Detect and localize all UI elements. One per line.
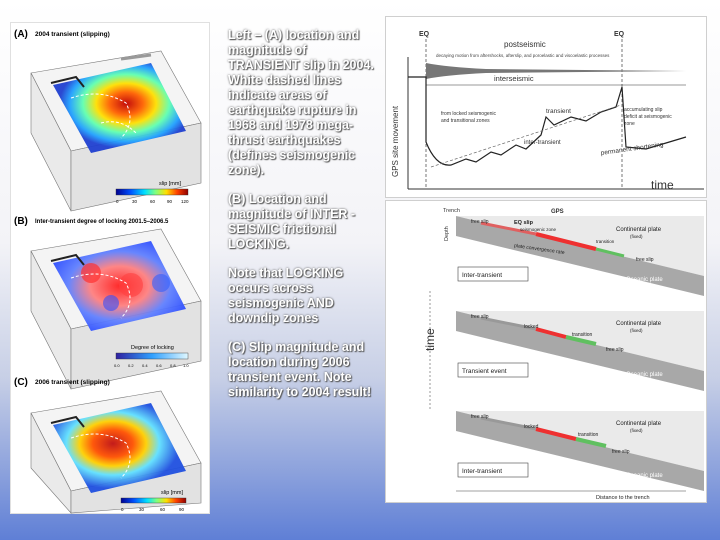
- panel-b-tick-3: 0.6: [156, 363, 162, 368]
- panel-c: (C) 2006 transient (slipping) slip [mm] …: [14, 377, 202, 514]
- row1-seismogenic: seismogenic zone: [520, 227, 557, 232]
- postseismic-label: postseismic: [504, 40, 546, 49]
- row2-free-slip-right: free slip: [606, 347, 624, 353]
- panel-a-tick-2: 60: [150, 199, 156, 204]
- row2-free-slip-left: free slip: [471, 314, 489, 320]
- row2-fixed: (fixed): [630, 328, 643, 333]
- row1-label: Inter-transient: [462, 272, 502, 279]
- panel-b: (B) Inter-transient degree of locking 20…: [14, 216, 202, 390]
- caption-paragraph-c: (C) Slip magnitude and location during 2…: [228, 340, 372, 399]
- row1-free-slip-left: free slip: [471, 219, 489, 225]
- subduction-schematic: Trench GPS Depth time free slip EQ slip …: [385, 200, 707, 503]
- caption-paragraph-a: Left – (A) location and magnitude of TRA…: [228, 28, 374, 177]
- row3-locked: locked: [524, 424, 539, 430]
- interseismic-label: interseismic: [494, 74, 534, 83]
- panel-a-tick-1: 30: [132, 199, 138, 204]
- caption-paragraph-b: (B) Location and magnitude of INTER -SEI…: [228, 192, 356, 251]
- locked-note-line1: from locked seismogenic: [441, 111, 497, 117]
- panel-a-tick-3: 90: [167, 199, 173, 204]
- caption-text: Left – (A) location and magnitude of TRA…: [228, 28, 378, 414]
- panel-b-title: Inter-transient degree of locking 2001.5…: [35, 219, 169, 225]
- panel-b-colorbar-label: Degree of locking: [131, 345, 174, 351]
- gps-timeline-svg: EQ EQ postseismic decaying motion from a…: [391, 31, 704, 192]
- row1-oceanic: Oceanic plate: [626, 277, 663, 283]
- subduction-schematic-svg: Trench GPS Depth time free slip EQ slip …: [423, 208, 704, 501]
- schematic-row-3: free slip locked transition free slip Co…: [456, 411, 704, 491]
- row2-transition: transition: [572, 332, 593, 338]
- row1-fixed: (fixed): [630, 234, 643, 239]
- inter-transient-label: inter-transient: [524, 140, 561, 146]
- row2-continental: Continental plate: [616, 321, 662, 327]
- distance-label: Distance to the trench: [596, 495, 650, 501]
- row1-free-slip-right: free slip: [636, 257, 654, 263]
- panel-b-tick-4: 0.8: [170, 363, 176, 368]
- locked-note-line2: and transitional zones: [441, 118, 490, 124]
- slip-locking-figure: (A) 2004 transient (slipping) slip [mm] …: [10, 22, 210, 514]
- row3-fixed: (fixed): [630, 428, 643, 433]
- panel-b-tick-0: 0.0: [114, 363, 120, 368]
- row2-label: Transient event: [462, 368, 507, 375]
- caption-paragraph-note: Note that LOCKING occurs across seismoge…: [228, 266, 344, 325]
- panel-a: (A) 2004 transient (slipping) slip [mm] …: [14, 29, 202, 212]
- row3-free-slip-left: free slip: [471, 414, 489, 420]
- schematic-row-1: free slip EQ slip seismogenic zone trans…: [456, 216, 704, 296]
- row2-locked: locked: [524, 324, 539, 330]
- panel-a-tick-4: 120: [181, 199, 189, 204]
- row1-eq-slip: EQ slip: [514, 220, 534, 226]
- panel-a-title: 2004 transient (slipping): [35, 31, 110, 38]
- panel-c-tick-3: 90: [179, 507, 185, 512]
- eq-label-right: EQ: [614, 31, 625, 38]
- schematic-row-2: free slip locked transition free slip Co…: [456, 311, 704, 391]
- row1-continental: Continental plate: [616, 227, 662, 233]
- panel-b-tick-2: 0.4: [142, 363, 148, 368]
- panel-c-tick-0: 0: [121, 507, 124, 512]
- panel-c-tick-1: 30: [139, 507, 145, 512]
- panel-b-tick-1: 0.2: [128, 363, 134, 368]
- gps-label: GPS: [551, 209, 564, 215]
- panel-c-letter: (C): [14, 377, 28, 388]
- accumulating-line3: zone: [624, 121, 635, 127]
- row3-continental: Continental plate: [616, 421, 662, 427]
- panel-b-tick-5: 1.0: [183, 363, 189, 368]
- row3-free-slip-right: free slip: [612, 449, 630, 455]
- row3-label: Inter-transient: [462, 468, 502, 475]
- row2-oceanic: Oceanic plate: [626, 372, 663, 378]
- row1-transition: transition: [596, 239, 615, 244]
- transient-label: transient: [546, 108, 571, 115]
- panel-a-letter: (A): [14, 29, 28, 40]
- panel-c-tick-2: 60: [160, 507, 166, 512]
- time-xlabel: time: [651, 178, 674, 192]
- trench-label: Trench: [443, 208, 460, 214]
- panel-b-letter: (B): [14, 216, 28, 227]
- panel-c-title: 2006 transient (slipping): [35, 379, 110, 386]
- accumulating-line1: accumulating slip: [624, 107, 663, 113]
- permanent-shortening-label: permanent shortening: [600, 141, 664, 157]
- panel-a-tick-0: 0: [116, 199, 119, 204]
- accumulating-line2: deficit at seismogenic: [624, 114, 672, 120]
- slip-maps-svg: (A) 2004 transient (slipping) slip [mm] …: [14, 29, 202, 514]
- postseismic-description: decaying motion from aftershocks, afters…: [436, 53, 610, 58]
- gps-ylabel: GPS site movement: [391, 105, 400, 177]
- eq-label-left: EQ: [419, 31, 430, 38]
- panel-a-colorbar-label: slip [mm]: [159, 181, 181, 187]
- row3-oceanic: Oceanic plate: [626, 473, 663, 479]
- row3-transition: transition: [578, 432, 599, 438]
- panel-c-colorbar-label: slip [mm]: [161, 490, 183, 496]
- gps-timeline-figure: EQ EQ postseismic decaying motion from a…: [385, 16, 707, 198]
- depth-label: Depth: [444, 226, 450, 241]
